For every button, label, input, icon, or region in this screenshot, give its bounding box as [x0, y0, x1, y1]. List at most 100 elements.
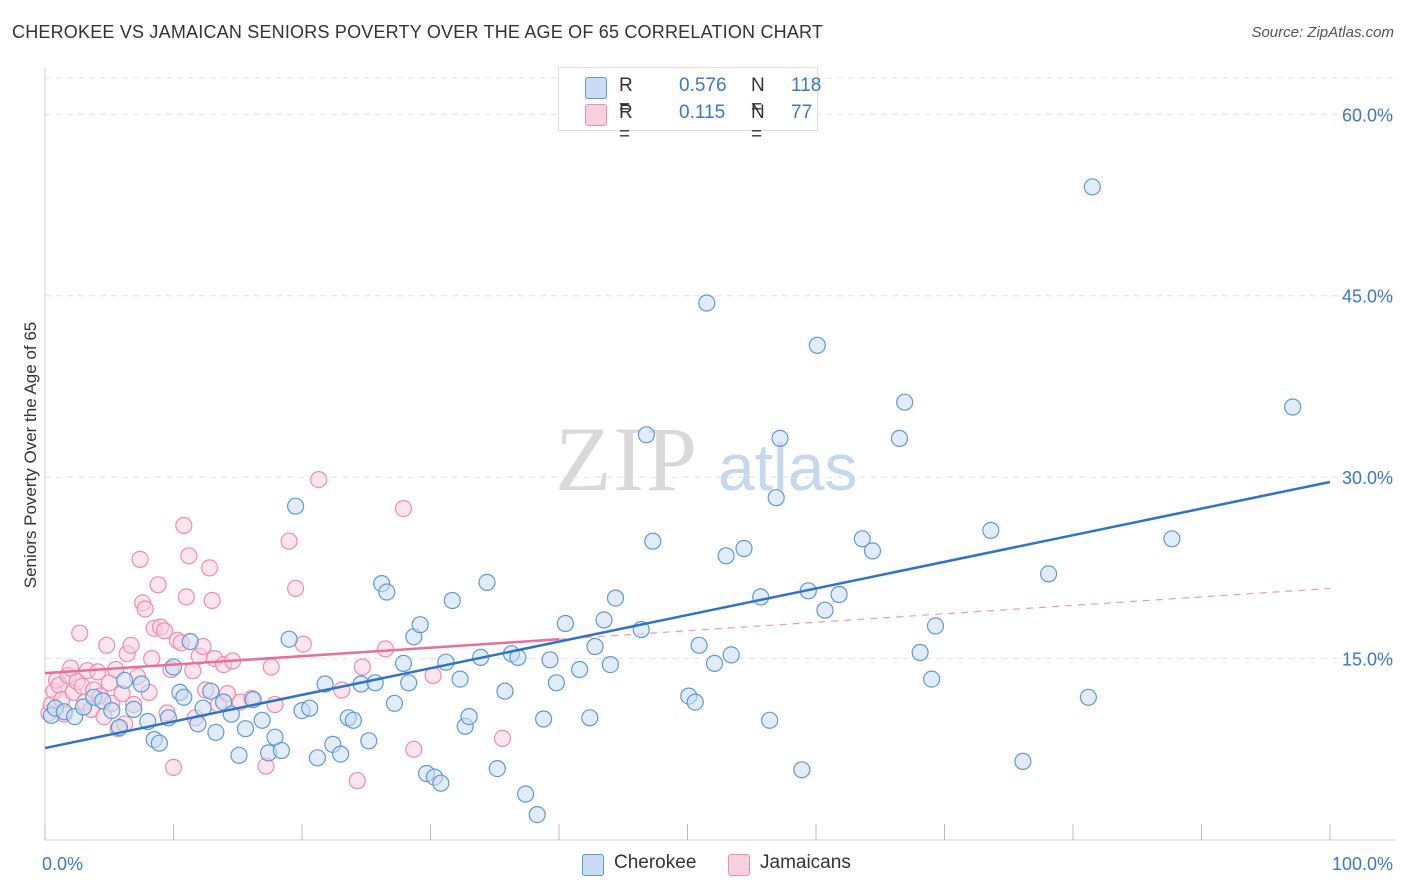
- jamaicans-point: [405, 740, 423, 758]
- cherokee-point: [570, 660, 589, 679]
- n-label: N =: [751, 102, 765, 145]
- cherokee-point: [181, 632, 199, 651]
- n-value: 77: [791, 102, 813, 123]
- cherokee-point: [432, 774, 450, 792]
- cherokee-point: [890, 429, 909, 447]
- cherokee-point: [556, 614, 575, 633]
- points: [40, 178, 1302, 824]
- legend-label: Jamaicans: [760, 852, 851, 873]
- cherokee-point: [637, 426, 656, 444]
- cherokee-point: [581, 709, 599, 727]
- legend-label: Cherokee: [614, 852, 697, 873]
- y-tick-label: 60.0%: [1342, 105, 1393, 125]
- cherokee-point: [595, 611, 613, 629]
- jamaicans-point: [164, 758, 183, 777]
- cherokee-point: [863, 542, 882, 560]
- watermark: ZIP atlas: [555, 408, 857, 510]
- cherokee-point: [705, 654, 724, 673]
- jamaicans-trend-extension: [558, 587, 1331, 640]
- cherokee-point: [534, 710, 553, 728]
- cherokee-point: [547, 674, 566, 692]
- jamaicans-point: [376, 640, 395, 658]
- cherokee-point: [1039, 565, 1058, 583]
- jamaicans-trend-line: [44, 637, 560, 675]
- cherokee-point: [752, 588, 770, 606]
- cherokee-point: [230, 746, 248, 764]
- cherokee-point: [1014, 752, 1032, 771]
- jamaicans-point: [180, 547, 198, 565]
- cherokee-point: [896, 393, 914, 411]
- jamaicans-point: [149, 576, 167, 594]
- r-value: 0.576: [679, 75, 727, 96]
- cherokee-point: [528, 805, 546, 824]
- cherokee-point: [1284, 398, 1302, 416]
- cherokee-point: [686, 693, 704, 711]
- jamaicans-point: [184, 662, 202, 680]
- r-label: R =: [619, 75, 633, 118]
- x-tick-label-min: 0.0%: [42, 854, 83, 874]
- cherokee-point: [767, 489, 785, 507]
- cherokee-point: [207, 723, 225, 742]
- jamaicans-point: [294, 635, 312, 653]
- cherokee-point: [460, 707, 478, 726]
- cherokee-point: [816, 601, 834, 619]
- cherokee-point: [478, 573, 496, 592]
- cherokee-point: [1079, 688, 1098, 706]
- cherokee-point: [722, 646, 740, 664]
- cherokee-point: [717, 547, 735, 565]
- r-label: R =: [619, 102, 633, 145]
- jamaicans-point: [353, 658, 371, 676]
- cherokee-point: [164, 658, 183, 676]
- cherokee-point: [175, 688, 193, 706]
- cherokee-point: [253, 711, 271, 729]
- jamaicans-point: [262, 658, 280, 676]
- cherokee-point: [150, 734, 168, 752]
- cherokee-point: [132, 675, 150, 693]
- cherokee-point: [366, 674, 384, 692]
- jamaicans-point: [394, 500, 413, 518]
- cherokee-point: [378, 583, 396, 601]
- cherokee-point: [496, 682, 514, 700]
- n-value: 118: [791, 75, 822, 96]
- cherokee-point: [586, 637, 604, 656]
- cherokee-point: [911, 643, 929, 662]
- cherokee-point: [332, 745, 350, 763]
- cherokee-point: [437, 653, 455, 671]
- cherokee-point: [926, 617, 945, 635]
- jamaicans-point: [203, 591, 221, 610]
- jamaicans-point: [136, 600, 154, 618]
- cherokee-point: [698, 294, 716, 312]
- cherokee-point: [761, 711, 779, 729]
- chart-source: Source: ZipAtlas.com: [1251, 24, 1394, 41]
- cherokee-legend-swatch: [582, 854, 604, 876]
- jamaicans-legend-swatch: [728, 854, 750, 876]
- cherokee-point: [793, 761, 811, 779]
- jamaicans-point: [122, 636, 140, 654]
- grid-lines: [45, 77, 1395, 660]
- watermark-zip: ZIP: [555, 408, 699, 510]
- cherokee-point: [488, 759, 506, 778]
- jamaicans-point: [348, 772, 366, 790]
- cherokee-point: [830, 585, 848, 604]
- series-legend: Cherokee Jamaicans: [0, 850, 1406, 878]
- cherokee-point: [344, 711, 362, 729]
- jamaicans-swatch: [585, 104, 607, 126]
- cherokee-point: [771, 429, 789, 447]
- jamaicans-points: [40, 471, 512, 790]
- cherokee-trend-line: [44, 480, 1331, 750]
- trend-lines: [44, 480, 1331, 750]
- n-label: N =: [751, 75, 765, 118]
- jamaicans-point: [89, 663, 107, 681]
- r-value: 0.115: [679, 102, 726, 123]
- cherokee-point: [606, 589, 625, 607]
- jamaicans-point: [71, 624, 89, 642]
- y-tick-label: 45.0%: [1342, 287, 1393, 307]
- jamaicans-point: [280, 532, 298, 550]
- cherokee-point: [922, 670, 941, 688]
- cherokee-point: [280, 630, 298, 648]
- y-tick-label: 15.0%: [1342, 650, 1393, 670]
- cherokee-point: [411, 616, 429, 634]
- cherokee-point: [443, 591, 461, 610]
- jamaicans-point: [177, 588, 195, 606]
